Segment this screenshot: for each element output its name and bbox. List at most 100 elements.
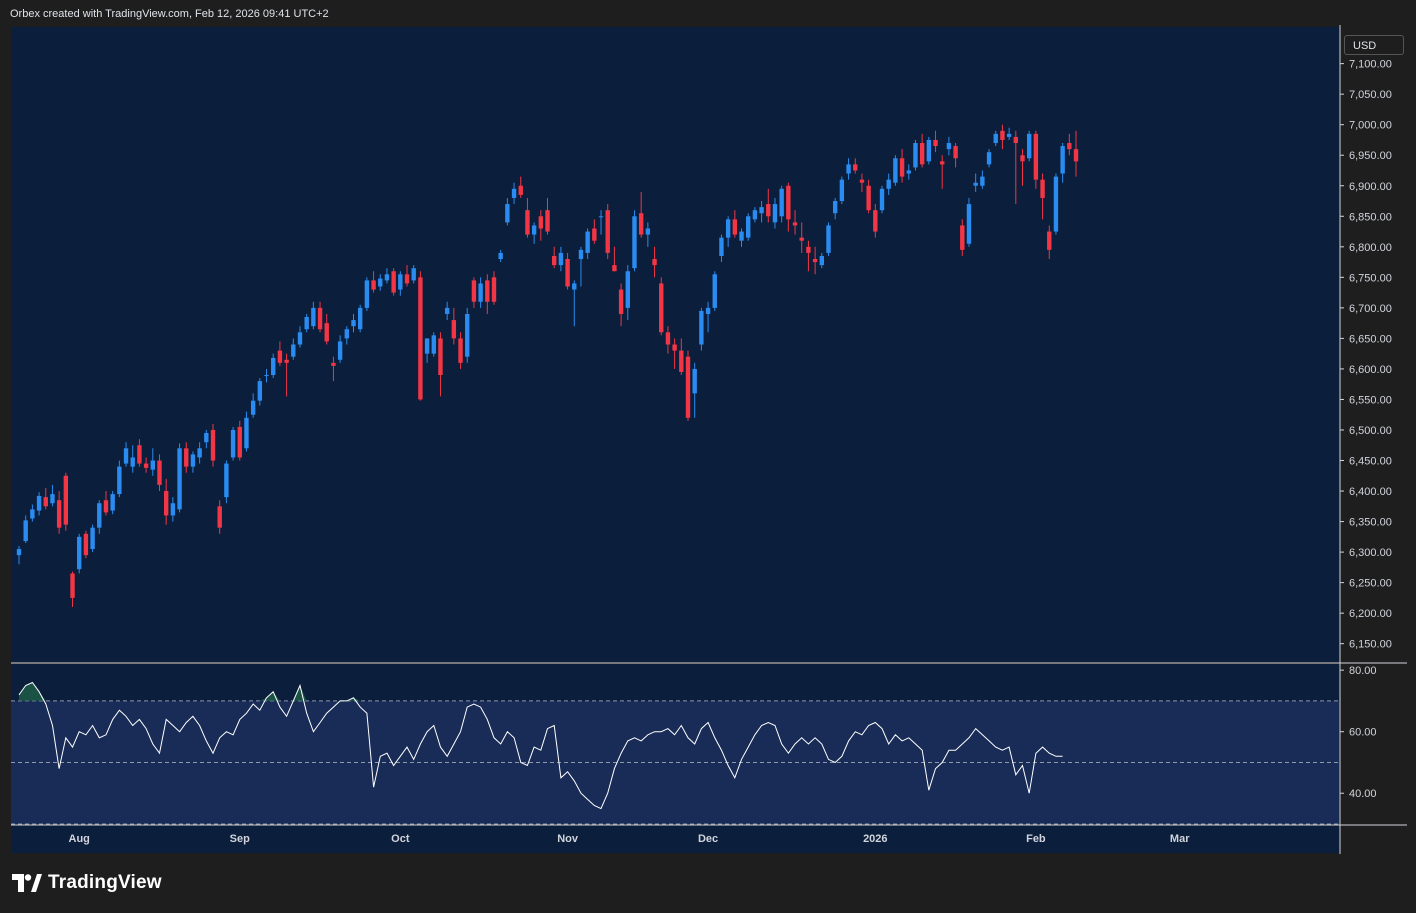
candle-up xyxy=(759,207,764,214)
candle-up xyxy=(424,338,430,354)
candle-up xyxy=(886,179,891,189)
candles xyxy=(16,124,1079,608)
candle-up xyxy=(357,307,363,330)
tradingview-logo[interactable]: TradingView xyxy=(12,871,162,895)
rsi-tick-label: 40.00 xyxy=(1349,788,1377,800)
candle-down xyxy=(866,185,871,211)
candle-up xyxy=(913,143,918,168)
candle-up xyxy=(465,313,470,357)
price-tick-label: 6,150.00 xyxy=(1349,639,1392,651)
chart-area[interactable]: 7,100.00 7,050.00 7,000.00 6,950.00 6,900.00… xyxy=(9,25,1407,854)
candle-down xyxy=(1000,130,1005,140)
candle-down xyxy=(859,179,865,183)
candle-up xyxy=(177,448,182,510)
candle-down xyxy=(217,506,222,528)
candle-down xyxy=(284,359,289,363)
candle-up xyxy=(926,139,932,162)
candle-down xyxy=(43,497,48,507)
candle-up xyxy=(511,188,517,198)
candle-up xyxy=(1006,133,1012,137)
candle-up xyxy=(311,307,316,327)
price-tick-label: 6,600.00 xyxy=(1349,364,1392,376)
candle-up xyxy=(772,204,778,223)
candle-down xyxy=(873,210,878,232)
candle-up xyxy=(204,433,209,443)
price-tick-label: 6,900.00 xyxy=(1349,181,1392,193)
candle-down xyxy=(391,271,396,293)
candle-up xyxy=(257,381,263,401)
candle-up xyxy=(578,249,584,260)
candle-down xyxy=(143,463,149,468)
candle-up xyxy=(337,341,343,360)
candle-up xyxy=(50,494,55,504)
candle-up xyxy=(351,320,356,327)
price-tick-label: 6,800.00 xyxy=(1349,242,1392,254)
candle-down xyxy=(525,210,530,235)
candle-up xyxy=(993,133,998,144)
candle-up xyxy=(224,463,229,498)
candle-down xyxy=(960,225,965,250)
candle-down xyxy=(1020,155,1025,162)
candle-up xyxy=(498,252,503,260)
candle-up xyxy=(150,460,155,470)
candle-down xyxy=(317,307,323,330)
price-tick-label: 7,050.00 xyxy=(1349,89,1392,101)
candle-up xyxy=(444,307,450,314)
candle-down xyxy=(404,274,410,284)
candle-up xyxy=(271,357,276,376)
candle-down xyxy=(331,362,336,366)
candle-down xyxy=(485,280,490,302)
candle-up xyxy=(645,228,651,235)
tradingview-logo-icon xyxy=(12,874,42,892)
rsi-axis: 80.00 60.00 40.00 xyxy=(1340,665,1377,800)
candle-down xyxy=(324,323,329,342)
candle-up xyxy=(197,448,202,458)
candle-down xyxy=(618,289,624,314)
candle-up xyxy=(230,429,236,458)
candle-down xyxy=(605,210,610,253)
candle-up xyxy=(505,204,510,223)
candle-down xyxy=(732,219,738,235)
candle-down xyxy=(638,213,644,235)
price-tick-label: 6,250.00 xyxy=(1349,578,1392,590)
candle-up xyxy=(1053,176,1059,232)
time-label: Feb xyxy=(1026,833,1046,845)
time-label: 2026 xyxy=(863,833,887,845)
candle-up xyxy=(264,375,269,377)
chart-svg: 7,100.00 7,050.00 7,000.00 6,950.00 6,900.00… xyxy=(11,25,1407,854)
candle-down xyxy=(538,216,544,229)
candle-up xyxy=(712,274,717,308)
price-tick-label: 7,000.00 xyxy=(1349,120,1392,132)
candle-down xyxy=(70,573,75,598)
candle-up xyxy=(699,310,704,345)
price-axis: 7,100.00 7,050.00 7,000.00 6,950.00 6,900.00… xyxy=(1340,59,1392,651)
time-label: Nov xyxy=(557,833,579,845)
candle-up xyxy=(839,179,845,202)
candle-down xyxy=(371,280,376,290)
candle-down xyxy=(63,475,69,525)
candle-down xyxy=(792,222,798,226)
candle-down xyxy=(518,185,523,195)
candle-down xyxy=(1033,133,1039,180)
candle-down xyxy=(210,429,216,461)
candle-down xyxy=(799,237,804,241)
candle-up xyxy=(986,152,992,165)
candle-up xyxy=(170,503,176,516)
candle-up xyxy=(364,280,370,308)
price-tick-label: 6,300.00 xyxy=(1349,547,1392,559)
candle-down xyxy=(1013,136,1019,144)
candle-up xyxy=(1026,133,1032,159)
candle-up xyxy=(846,164,851,174)
candle-down xyxy=(592,228,597,241)
candle-up xyxy=(297,332,303,345)
candle-up xyxy=(739,231,744,241)
candle-down xyxy=(786,185,791,220)
time-label: Sep xyxy=(230,833,250,845)
candle-up xyxy=(966,204,972,244)
time-axis: Aug Sep Oct Nov Dec 2026 Feb Mar xyxy=(69,833,1191,845)
candle-down xyxy=(471,280,477,302)
currency-selector[interactable]: USD xyxy=(1344,35,1404,55)
candle-up xyxy=(23,520,28,542)
candle-up xyxy=(906,170,911,174)
candle-up xyxy=(585,231,590,253)
